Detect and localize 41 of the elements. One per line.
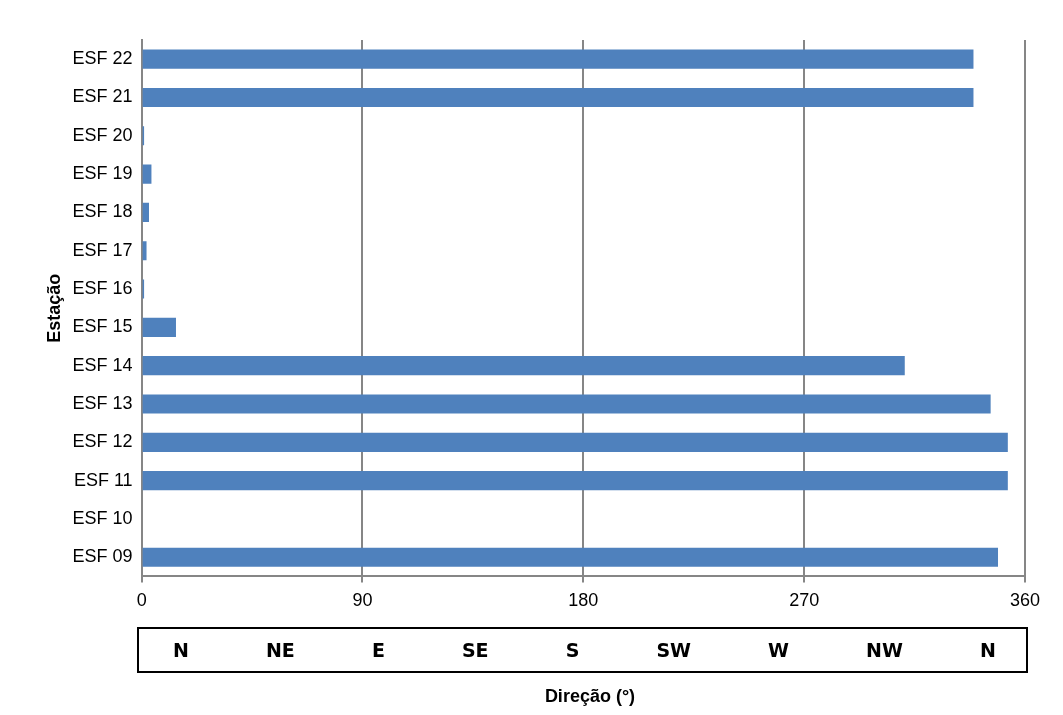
- y-tick-label: ESF 15: [72, 316, 133, 337]
- bar: [142, 432, 1008, 452]
- bar: [142, 202, 149, 222]
- text: SE: [461, 639, 489, 661]
- x-tick-label: 0: [136, 590, 147, 611]
- text: W: [768, 639, 790, 661]
- text: NE: [265, 639, 295, 661]
- text: N: [173, 639, 189, 661]
- x-tick-label: 180: [568, 590, 599, 611]
- y-tick-label: ESF 21: [72, 86, 133, 107]
- y-tick-label: ESF 13: [72, 392, 133, 413]
- text: SW: [656, 639, 692, 661]
- y-axis-title: Estação: [43, 273, 64, 343]
- y-tick-label: ESF 10: [72, 507, 133, 528]
- bar: [142, 356, 905, 376]
- y-tick-label: ESF 16: [72, 278, 133, 299]
- x-tick-label: 90: [352, 590, 373, 611]
- bar: [142, 317, 176, 337]
- bar: [142, 49, 974, 69]
- y-tick-label: ESF 20: [72, 124, 133, 145]
- text: E: [371, 639, 385, 661]
- y-tick-label: ESF 18: [72, 201, 133, 222]
- bar: [142, 164, 152, 184]
- x-axis-title: Direção (°): [543, 686, 637, 707]
- bar: [142, 547, 999, 567]
- bar: [142, 241, 147, 261]
- x-tick-label: 360: [1009, 590, 1041, 611]
- bar: [142, 394, 991, 414]
- x-tick-label: 270: [789, 590, 820, 611]
- y-tick-label: ESF 11: [73, 469, 133, 490]
- y-tick-label: ESF 14: [72, 354, 133, 375]
- y-tick-label: ESF 22: [72, 48, 133, 69]
- y-tick-label: ESF 17: [72, 239, 133, 260]
- y-tick-label: ESF 12: [72, 431, 133, 452]
- bar: [142, 87, 974, 108]
- y-tick-label: ESF 19: [72, 163, 133, 184]
- y-tick-label: ESF 09: [72, 546, 133, 567]
- text: N: [980, 639, 996, 661]
- bar: [142, 471, 1008, 491]
- text: S: [565, 639, 580, 661]
- text: NW: [866, 639, 903, 661]
